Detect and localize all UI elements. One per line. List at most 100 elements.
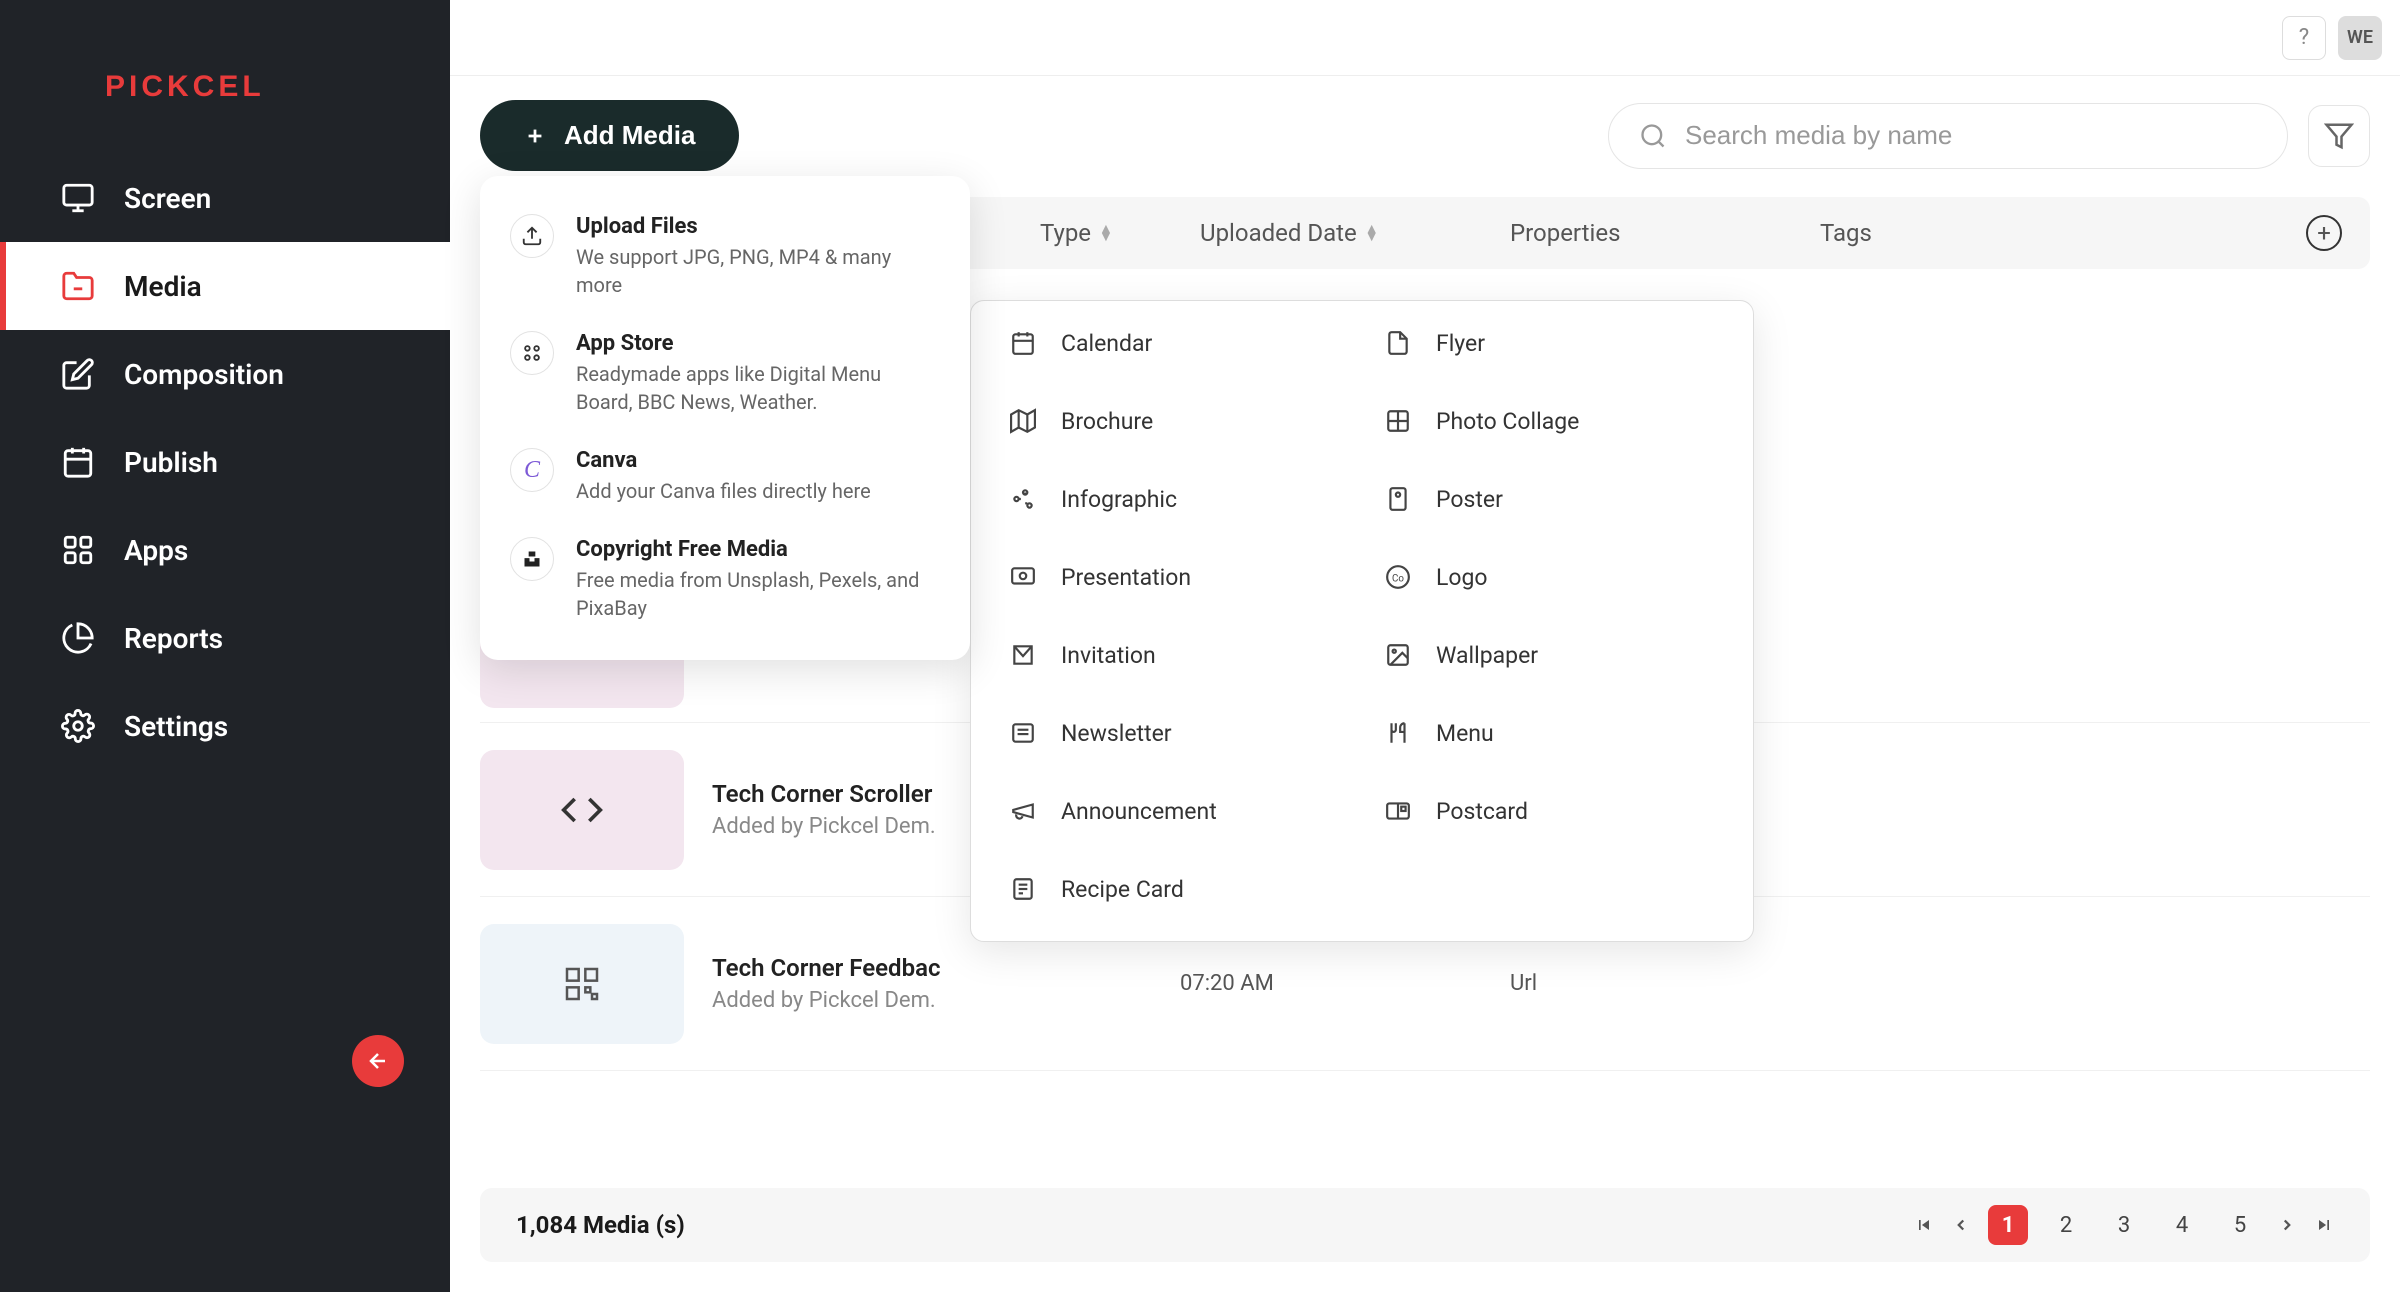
canva-template-recipe-card[interactable]: Recipe Card xyxy=(1007,873,1342,905)
sidebar-item-settings[interactable]: Settings xyxy=(0,682,450,770)
collapse-sidebar-button[interactable] xyxy=(352,1035,404,1087)
announcement-icon xyxy=(1007,795,1039,827)
canva-template-photo-collage[interactable]: Photo Collage xyxy=(1382,405,1717,437)
menu-item-canva[interactable]: C Canva Add your Canva files directly he… xyxy=(504,432,946,521)
sidebar: PICKCEL Screen Media Composition Publish xyxy=(0,0,450,1292)
sidebar-item-screen[interactable]: Screen xyxy=(0,154,450,242)
newsletter-icon xyxy=(1007,717,1039,749)
canva-template-infographic[interactable]: Infographic xyxy=(1007,483,1342,515)
menu-icon xyxy=(1382,717,1414,749)
menu-item-desc: Add your Canva files directly here xyxy=(576,477,871,505)
page-next-button[interactable] xyxy=(2278,1216,2296,1234)
user-avatar[interactable]: WE xyxy=(2338,16,2382,60)
canva-template-brochure[interactable]: Brochure xyxy=(1007,405,1342,437)
menu-item-app-store[interactable]: App Store Readymade apps like Digital Me… xyxy=(504,315,946,432)
canva-template-poster[interactable]: Poster xyxy=(1382,483,1717,515)
brand-logo: PICKCEL xyxy=(0,0,450,154)
sidebar-item-publish[interactable]: Publish xyxy=(0,418,450,506)
help-button[interactable]: ? xyxy=(2282,16,2326,60)
column-uploaded-date[interactable]: Uploaded Date▲▼ xyxy=(1200,219,1379,247)
postcard-icon xyxy=(1382,795,1414,827)
page-first-button[interactable] xyxy=(1914,1215,1934,1235)
menu-item-desc: We support JPG, PNG, MP4 & many more xyxy=(576,243,940,299)
gear-icon xyxy=(60,708,96,744)
brochure-icon xyxy=(1007,405,1039,437)
page-number[interactable]: 1 xyxy=(1988,1205,2028,1245)
sidebar-item-label: Settings xyxy=(124,710,228,743)
logo-icon: Co xyxy=(1382,561,1414,593)
footer: 1,084 Media (s) 1 2 3 4 5 xyxy=(480,1188,2370,1262)
page-number[interactable]: 4 xyxy=(2162,1205,2202,1245)
pagination: 1 2 3 4 5 xyxy=(1914,1205,2334,1245)
collage-icon xyxy=(1382,405,1414,437)
monitor-icon xyxy=(60,180,96,216)
sidebar-item-reports[interactable]: Reports xyxy=(0,594,450,682)
page-number[interactable]: 3 xyxy=(2104,1205,2144,1245)
sidebar-item-label: Media xyxy=(124,270,202,303)
menu-item-copyright-free[interactable]: Copyright Free Media Free media from Uns… xyxy=(504,521,946,638)
folder-icon xyxy=(60,268,96,304)
canva-template-logo[interactable]: CoLogo xyxy=(1382,561,1717,593)
qr-icon xyxy=(562,964,602,1004)
media-date: 07:20 AM xyxy=(1180,971,1274,996)
canva-template-wallpaper[interactable]: Wallpaper xyxy=(1382,639,1717,671)
code-icon xyxy=(560,788,604,832)
column-properties[interactable]: Properties xyxy=(1510,219,1620,247)
media-subtitle: Added by Pickcel Dem. xyxy=(712,988,940,1013)
menu-item-desc: Readymade apps like Digital Menu Board, … xyxy=(576,360,940,416)
row-info: Tech Corner Feedbac Added by Pickcel Dem… xyxy=(712,954,940,1013)
menu-item-upload-files[interactable]: Upload Files We support JPG, PNG, MP4 & … xyxy=(504,198,946,315)
canva-template-announcement[interactable]: Announcement xyxy=(1007,795,1342,827)
filter-button[interactable] xyxy=(2308,105,2370,167)
sidebar-item-apps[interactable]: Apps xyxy=(0,506,450,594)
add-media-menu: Upload Files We support JPG, PNG, MP4 & … xyxy=(480,176,970,660)
media-count: 1,084 Media (s) xyxy=(516,1211,685,1239)
upload-icon xyxy=(510,214,554,258)
search-input[interactable] xyxy=(1685,120,2257,151)
add-column-button[interactable]: + xyxy=(2306,215,2342,251)
invitation-icon xyxy=(1007,639,1039,671)
edit-icon xyxy=(60,356,96,392)
calendar-icon xyxy=(60,444,96,480)
media-title: Tech Corner Feedbac xyxy=(712,954,940,982)
apps-icon xyxy=(60,532,96,568)
chart-icon xyxy=(60,620,96,656)
infographic-icon xyxy=(1007,483,1039,515)
flyer-icon xyxy=(1382,327,1414,359)
sidebar-item-composition[interactable]: Composition xyxy=(0,330,450,418)
presentation-icon xyxy=(1007,561,1039,593)
canva-template-calendar[interactable]: Calendar xyxy=(1007,327,1342,359)
column-tags[interactable]: Tags xyxy=(1820,219,1872,247)
sidebar-item-media[interactable]: Media xyxy=(0,242,450,330)
recipe-icon xyxy=(1007,873,1039,905)
canva-template-invitation[interactable]: Invitation xyxy=(1007,639,1342,671)
page-prev-button[interactable] xyxy=(1952,1216,1970,1234)
sidebar-item-label: Composition xyxy=(124,358,284,391)
page-last-button[interactable] xyxy=(2314,1215,2334,1235)
canva-icon: C xyxy=(510,448,554,492)
menu-item-title: Canva xyxy=(576,448,871,473)
sidebar-item-label: Apps xyxy=(124,534,188,567)
media-thumbnail xyxy=(480,750,684,870)
search-box[interactable] xyxy=(1608,103,2288,169)
search-icon xyxy=(1639,122,1667,150)
sidebar-item-label: Publish xyxy=(124,446,218,479)
topbar: ? WE xyxy=(450,0,2400,76)
add-media-label: Add Media xyxy=(564,120,695,151)
page-number[interactable]: 2 xyxy=(2046,1205,2086,1245)
canva-template-presentation[interactable]: Presentation xyxy=(1007,561,1342,593)
menu-item-title: App Store xyxy=(576,331,940,356)
page-number[interactable]: 5 xyxy=(2220,1205,2260,1245)
unsplash-icon xyxy=(510,537,554,581)
menu-item-title: Upload Files xyxy=(576,214,940,239)
toolbar: Add Media xyxy=(480,100,2370,171)
add-media-button[interactable]: Add Media xyxy=(480,100,739,171)
column-type[interactable]: Type▲▼ xyxy=(1040,219,1113,247)
canva-template-flyer[interactable]: Flyer xyxy=(1382,327,1717,359)
media-property: Url xyxy=(1510,971,1537,996)
canva-template-postcard[interactable]: Postcard xyxy=(1382,795,1717,827)
canva-template-newsletter[interactable]: Newsletter xyxy=(1007,717,1342,749)
canva-template-menu[interactable]: Menu xyxy=(1382,717,1717,749)
menu-item-desc: Free media from Unsplash, Pexels, and Pi… xyxy=(576,566,940,622)
poster-icon xyxy=(1382,483,1414,515)
